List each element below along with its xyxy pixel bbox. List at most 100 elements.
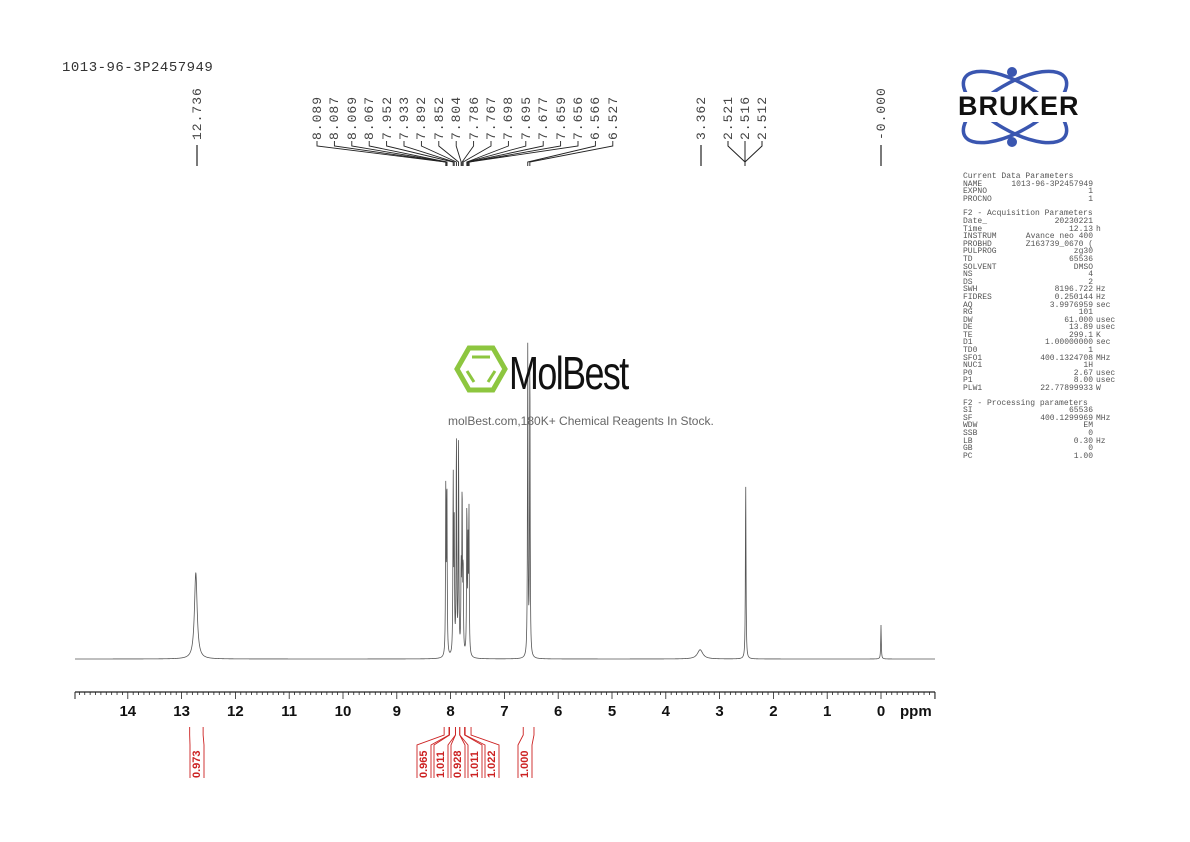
param-value: 2.67 <box>1073 368 1093 378</box>
param-key: NAME <box>963 179 983 189</box>
param-row: D1 1.00000000 sec <box>963 339 1118 347</box>
param-key: TD0 <box>963 346 978 356</box>
param-unit: Hz <box>1096 292 1106 302</box>
param-value: 299.1 <box>1068 330 1093 340</box>
param-key: FIDRES <box>963 292 992 302</box>
watermark-brand: MolBest <box>509 347 629 399</box>
integral-value: 1.000 <box>519 750 531 778</box>
peak-shift-label: 7.767 <box>484 95 499 140</box>
peak-shift-label: 7.892 <box>414 95 430 140</box>
param-value: 1H <box>1083 361 1093 371</box>
param-row: GB 0 <box>963 445 1118 453</box>
param-key: SFO1 <box>963 353 983 363</box>
param-row: INSTRUM Avance neo 400 <box>963 233 1118 241</box>
x-tick-label: 1 <box>823 703 832 720</box>
param-key: SOLVENT <box>963 262 997 272</box>
param-key: EXPNO <box>963 187 988 197</box>
param-unit <box>1093 233 1118 241</box>
param-row: TD0 1 <box>963 347 1118 355</box>
param-unit <box>1093 256 1118 264</box>
x-tick-label: 0 <box>876 703 886 720</box>
param-unit <box>1093 422 1118 430</box>
peak-shift-label: 8.069 <box>344 95 360 140</box>
param-key: TE <box>963 330 973 340</box>
peak-shift-label: 12.736 <box>190 87 205 140</box>
param-value: 13.89 <box>1068 323 1093 333</box>
acquisition-parameters-panel: Current Data Parameters NAME 1013-96-3P24… <box>963 173 1118 460</box>
peak-shift-label: 8.067 <box>362 95 378 140</box>
param-key: DE <box>963 323 973 333</box>
param-value: 1.00000000 <box>1044 338 1093 348</box>
param-value: 8.00 <box>1073 376 1093 386</box>
peak-shift-label: 6.527 <box>605 95 621 140</box>
param-unit: K <box>1096 330 1101 340</box>
x-tick-label: 9 <box>392 703 401 720</box>
x-tick-label: 7 <box>500 703 509 720</box>
peak-shift-label: 7.952 <box>379 95 395 140</box>
x-tick-label: 4 <box>661 703 670 720</box>
integral-value: 0.928 <box>452 750 464 778</box>
param-row: NAME 1013-96-3P2457949 <box>963 179 1118 189</box>
param-key: RG <box>963 308 973 318</box>
param-value: 1013-96-3P2457949 <box>1011 179 1093 189</box>
param-unit: usec <box>1096 315 1116 325</box>
spectrum-trace <box>75 342 935 660</box>
param-value: zg30 <box>1073 247 1093 257</box>
param-value: 2 <box>1088 277 1093 287</box>
param-row: SFO1 400.1324708 MHz <box>963 353 1118 363</box>
param-key: SI <box>963 406 973 416</box>
param-value: 20230221 <box>1054 216 1093 226</box>
param-row: Date_ 20230221 <box>963 218 1118 226</box>
param-key: D1 <box>963 338 973 348</box>
proc-params-title: F2 - Processing parameters <box>963 398 1088 408</box>
param-value: 400.1324708 <box>1040 353 1093 363</box>
integral-value: 0.965 <box>418 750 430 778</box>
peak-shift-label: 7.698 <box>501 95 517 140</box>
x-tick-label: 13 <box>173 703 190 720</box>
param-unit <box>1093 453 1118 461</box>
param-row: NUC1 1H <box>963 362 1118 370</box>
param-row: EXPNO 1 <box>963 188 1118 196</box>
param-key: TD <box>963 254 973 264</box>
param-value: 12.13 <box>1068 224 1093 234</box>
current-params-list: NAME 1013-96-3P2457949 EXPNO 1 PROCNO 1 <box>963 179 1118 204</box>
param-row: DW 61.000 usec <box>963 315 1118 325</box>
param-value: 0 <box>1088 444 1093 454</box>
param-row: PC 1.00 <box>963 451 1118 461</box>
peak-shift-label: 2.521 <box>721 95 736 140</box>
param-key: PC <box>963 451 973 461</box>
peak-shift-label: 7.804 <box>449 95 465 140</box>
param-value: DMSO <box>1073 262 1093 272</box>
param-unit: sec <box>1096 300 1111 310</box>
param-key: AQ <box>963 300 973 310</box>
param-key: Time <box>963 224 983 234</box>
x-tick-label: 14 <box>119 703 137 720</box>
param-key: DS <box>963 277 973 287</box>
param-value: 0 <box>1088 429 1093 438</box>
peak-shift-label: 6.566 <box>588 95 604 140</box>
param-key: SF <box>963 413 973 423</box>
param-row: NS 4 <box>963 271 1118 279</box>
proc-params-list: SI 65536 SF 400.1299969 MHz WDW EM SSB 0 LB 0.30 Hz… <box>963 407 1118 460</box>
peak-shift-label: 7.786 <box>466 95 482 140</box>
peak-shift-label: 2.516 <box>738 95 753 140</box>
acq-params-list: Date_ 20230221 Time 12.13 h INSTRUM Avance neo… <box>963 218 1118 393</box>
param-value: Avance neo 400 <box>1025 232 1093 242</box>
param-unit <box>1093 264 1118 272</box>
param-unit <box>1093 188 1118 196</box>
param-value: Z163739_0670 ( <box>1025 239 1093 249</box>
param-unit <box>1093 248 1118 256</box>
peak-shift-label: 7.659 <box>553 95 569 140</box>
param-unit: h <box>1096 224 1101 234</box>
param-unit <box>1093 445 1118 453</box>
param-unit: sec <box>1096 338 1111 348</box>
param-row: SI 65536 <box>963 407 1118 415</box>
param-key: P1 <box>963 376 973 386</box>
integral-value: 1.011 <box>469 751 481 778</box>
integral-value: 1.022 <box>486 750 498 778</box>
peak-shift-label: -0.000 <box>874 87 889 140</box>
param-key: PROCNO <box>963 194 992 204</box>
peak-shift-label: 8.089 <box>310 95 325 140</box>
param-key: INSTRUM <box>963 232 997 242</box>
x-axis-unit: ppm <box>900 703 932 720</box>
